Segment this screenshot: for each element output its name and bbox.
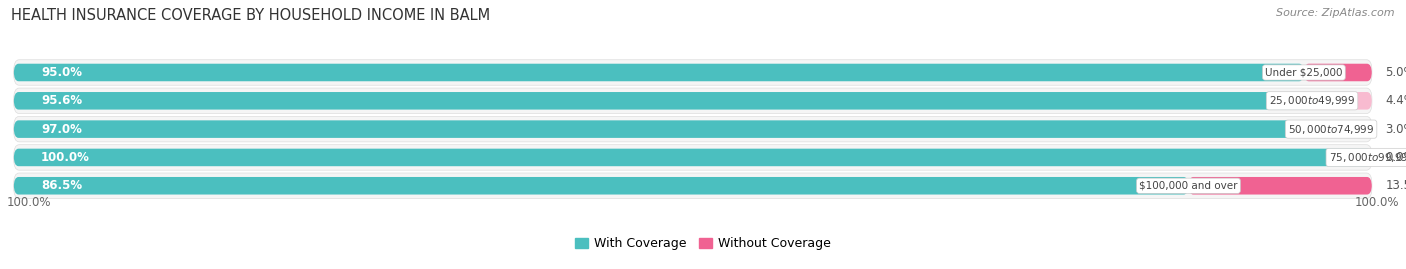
Text: Source: ZipAtlas.com: Source: ZipAtlas.com <box>1277 8 1395 18</box>
Text: 0.0%: 0.0% <box>1385 151 1406 164</box>
Text: 13.5%: 13.5% <box>1385 179 1406 192</box>
FancyBboxPatch shape <box>14 145 1372 170</box>
FancyBboxPatch shape <box>14 149 1372 166</box>
Text: 100.0%: 100.0% <box>1354 196 1399 209</box>
Legend: With Coverage, Without Coverage: With Coverage, Without Coverage <box>571 232 835 255</box>
Text: 86.5%: 86.5% <box>41 179 82 192</box>
FancyBboxPatch shape <box>14 88 1372 114</box>
Text: 100.0%: 100.0% <box>7 196 52 209</box>
FancyBboxPatch shape <box>14 173 1372 199</box>
FancyBboxPatch shape <box>1312 92 1372 109</box>
Text: $25,000 to $49,999: $25,000 to $49,999 <box>1268 94 1355 107</box>
Text: 100.0%: 100.0% <box>41 151 90 164</box>
Text: 95.6%: 95.6% <box>41 94 82 107</box>
FancyBboxPatch shape <box>1331 120 1372 138</box>
FancyBboxPatch shape <box>14 177 1188 194</box>
Text: 3.0%: 3.0% <box>1385 123 1406 136</box>
FancyBboxPatch shape <box>14 92 1312 109</box>
Text: Under $25,000: Under $25,000 <box>1265 68 1343 77</box>
FancyBboxPatch shape <box>14 60 1372 85</box>
FancyBboxPatch shape <box>14 120 1331 138</box>
Text: $75,000 to $99,999: $75,000 to $99,999 <box>1329 151 1406 164</box>
Text: 4.4%: 4.4% <box>1385 94 1406 107</box>
FancyBboxPatch shape <box>1303 64 1372 81</box>
FancyBboxPatch shape <box>14 116 1372 142</box>
Text: 5.0%: 5.0% <box>1385 66 1406 79</box>
Text: $50,000 to $74,999: $50,000 to $74,999 <box>1288 123 1374 136</box>
Text: 97.0%: 97.0% <box>41 123 82 136</box>
Text: HEALTH INSURANCE COVERAGE BY HOUSEHOLD INCOME IN BALM: HEALTH INSURANCE COVERAGE BY HOUSEHOLD I… <box>11 8 491 23</box>
Text: 95.0%: 95.0% <box>41 66 82 79</box>
FancyBboxPatch shape <box>1188 177 1372 194</box>
FancyBboxPatch shape <box>14 64 1303 81</box>
Text: $100,000 and over: $100,000 and over <box>1139 181 1237 191</box>
